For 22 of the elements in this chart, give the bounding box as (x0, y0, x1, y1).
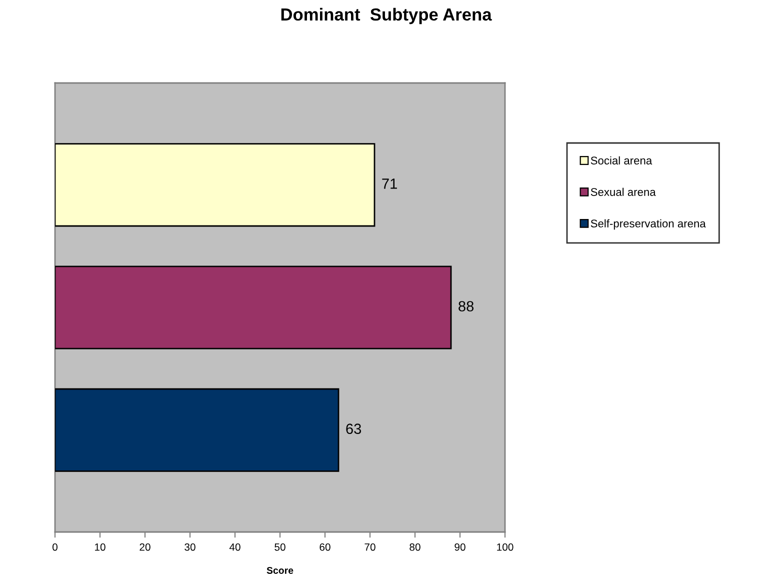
bar (55, 266, 452, 350)
bar (55, 388, 340, 472)
data-label: 88 (458, 301, 474, 312)
x-tick-label: 70 (364, 543, 376, 551)
x-tick-label: 60 (320, 543, 330, 551)
x-tick-label: 50 (274, 543, 286, 551)
x-tick-label: 10 (95, 543, 106, 551)
x-axis-title: Score (266, 566, 294, 574)
chart-title: Dominant Subtype Arena (281, 8, 492, 24)
x-tick-label: 30 (184, 543, 196, 551)
x-tick-label: 100 (497, 543, 514, 551)
legend-label: Social arena (590, 156, 652, 164)
x-tick-label: 90 (454, 543, 466, 551)
x-tick-label: 40 (229, 543, 240, 551)
data-label: 63 (346, 424, 362, 434)
data-label: 71 (382, 178, 397, 189)
x-tick-label: 20 (140, 543, 150, 551)
bar (55, 143, 376, 227)
legend-label: Sexual arena (590, 188, 656, 196)
x-tick-label: 0 (52, 543, 58, 551)
legend-label: Self-preservation arena (590, 219, 706, 230)
x-tick-label: 80 (410, 543, 420, 551)
